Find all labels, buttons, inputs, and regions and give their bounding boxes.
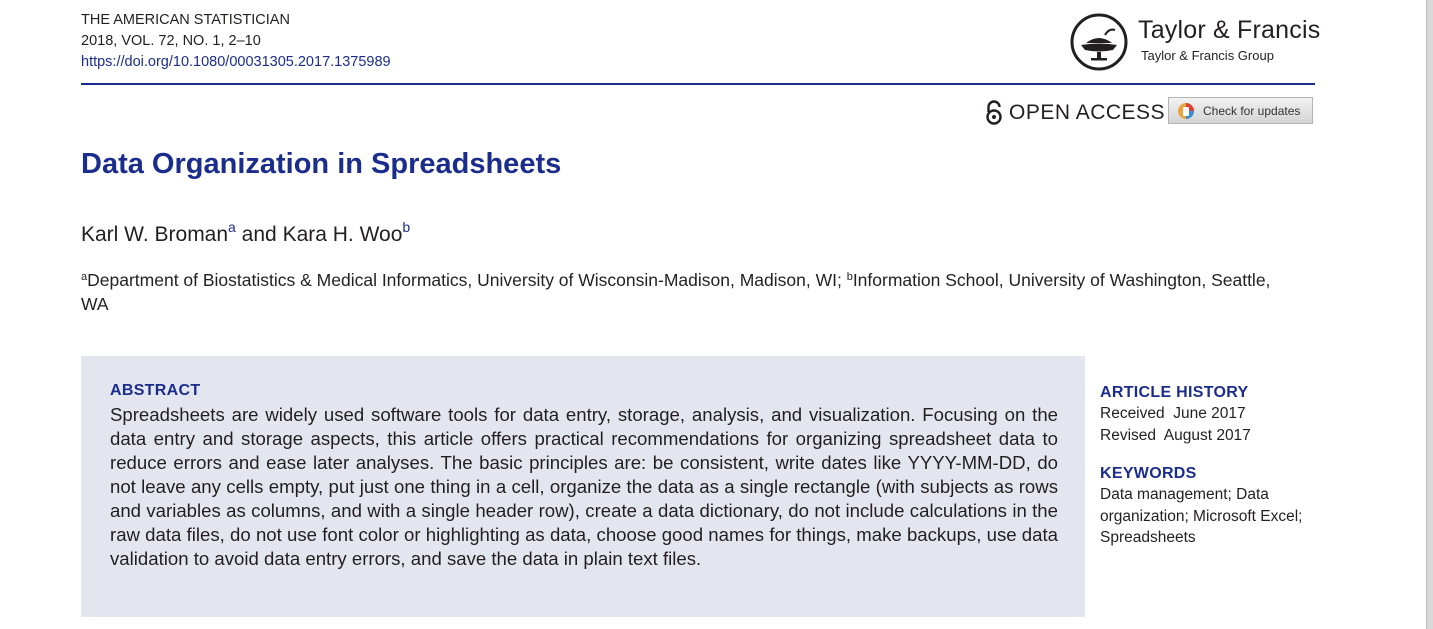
abstract-text: Spreadsheets are widely used software to… — [110, 404, 1058, 569]
affiliation-marker: a — [81, 271, 88, 283]
open-lock-icon — [986, 100, 1002, 125]
affiliation-marker: b — [846, 271, 853, 283]
affiliation-a: Department of Biostatistics & Medical In… — [87, 270, 847, 290]
author-name: Kara H. Woo — [282, 223, 403, 246]
keywords-line: organization; Microsoft Excel; — [1100, 507, 1303, 525]
taylor-francis-logo — [1070, 13, 1128, 71]
article-title: Data Organization in Spreadsheets — [81, 148, 562, 180]
doi-link[interactable]: https://doi.org/10.1080/00031305.2017.13… — [81, 54, 391, 70]
journal-info: THE AMERICAN STATISTICIAN 2018, VOL. 72,… — [81, 10, 391, 73]
abstract-panel — [81, 356, 1085, 617]
affiliations: aDepartment of Biostatistics & Medical I… — [81, 265, 1301, 316]
affiliation-b: Information School, University of Washin… — [81, 270, 1271, 314]
open-access-badge: OPEN ACCESS — [985, 98, 1165, 128]
affiliation-marker[interactable]: a — [228, 219, 236, 235]
header-rule — [81, 83, 1315, 85]
open-access-label: OPEN ACCESS — [1009, 101, 1166, 124]
journal-name: THE AMERICAN STATISTICIAN — [81, 12, 290, 28]
publisher-group: Taylor & Francis Group — [1141, 48, 1274, 63]
article-history: ARTICLE HISTORY Received June 2017 Revis… — [1100, 382, 1330, 446]
article-history-heading: ARTICLE HISTORY — [1100, 384, 1249, 401]
publisher-name: Taylor & Francis — [1138, 16, 1321, 44]
keywords-line: Data management; Data — [1100, 486, 1269, 503]
received-date: Received June 2017 — [1100, 405, 1246, 422]
viewer-scrollbar[interactable] — [1426, 0, 1433, 629]
keywords-heading: KEYWORDS — [1100, 465, 1197, 482]
author-name: Karl W. Broman — [81, 223, 229, 246]
crossmark-icon — [1178, 102, 1194, 119]
author-separator: and — [235, 223, 283, 246]
revised-date: Revised August 2017 — [1100, 426, 1251, 444]
check-for-updates-label: Check for updates — [1203, 103, 1301, 118]
author-list: Karl W. Bromana and Kara H. Woob — [81, 219, 410, 247]
affiliation-marker[interactable]: b — [402, 219, 411, 235]
keywords-line: Spreadsheets — [1100, 529, 1196, 546]
check-for-updates-button[interactable]: Check for updates — [1168, 97, 1313, 124]
journal-volume: 2018, VOL. 72, NO. 1, 2–10 — [81, 33, 261, 49]
keywords-section: KEYWORDS Data management; Data organizat… — [1100, 463, 1330, 549]
abstract-heading: ABSTRACT — [110, 382, 201, 399]
